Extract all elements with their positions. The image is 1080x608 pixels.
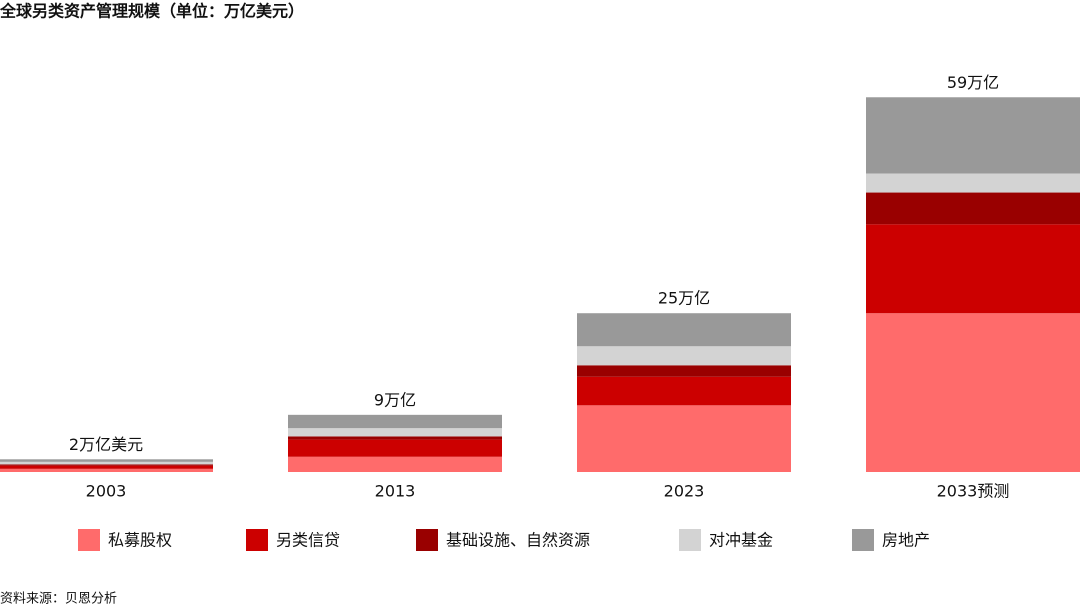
bar-segment — [577, 346, 791, 366]
legend-label: 房地产 — [882, 531, 930, 550]
bar-segment — [866, 173, 1080, 193]
bar-segment — [577, 365, 791, 377]
bar-segment — [577, 376, 791, 406]
legend-swatch — [246, 529, 268, 551]
legend-swatch — [852, 529, 874, 551]
bar-segment — [577, 313, 791, 347]
source-note: 资料来源：贝恩分析 — [0, 592, 117, 607]
chart-title: 全球另类资产管理规模（单位：万亿美元） — [0, 2, 304, 21]
bar-segment — [288, 436, 502, 440]
bar-segment — [0, 465, 213, 469]
legend-label: 基础设施、自然资源 — [446, 531, 590, 550]
bar-segment — [288, 439, 502, 457]
bar-segment — [0, 459, 213, 462]
x-tick-label: 2023 — [664, 482, 705, 501]
legend-swatch — [416, 529, 438, 551]
bar-segment — [288, 456, 502, 472]
legend-swatch — [78, 529, 100, 551]
bar-segment — [288, 428, 502, 437]
legend-label: 另类信贷 — [276, 531, 340, 550]
bar-segment — [866, 224, 1080, 314]
total-label: 9万亿 — [374, 390, 416, 409]
bar-segment — [0, 461, 213, 465]
legend-swatch — [679, 529, 701, 551]
bar-segment — [577, 405, 791, 472]
bar-segment — [866, 313, 1080, 472]
x-tick-label: 2013 — [375, 482, 416, 501]
x-tick-label: 2003 — [86, 482, 127, 501]
total-label: 59万亿 — [947, 73, 999, 92]
bar-segment — [866, 97, 1080, 174]
bar-segment — [0, 468, 213, 472]
total-label: 25万亿 — [658, 289, 710, 308]
legend-label: 私募股权 — [108, 531, 172, 550]
legend-label: 对冲基金 — [709, 531, 773, 550]
total-label: 2万亿美元 — [69, 435, 143, 454]
bar-segment — [866, 192, 1080, 225]
x-tick-label: 2033预测 — [937, 482, 1010, 501]
bar-segment — [0, 464, 213, 466]
bar-segment — [288, 414, 502, 429]
